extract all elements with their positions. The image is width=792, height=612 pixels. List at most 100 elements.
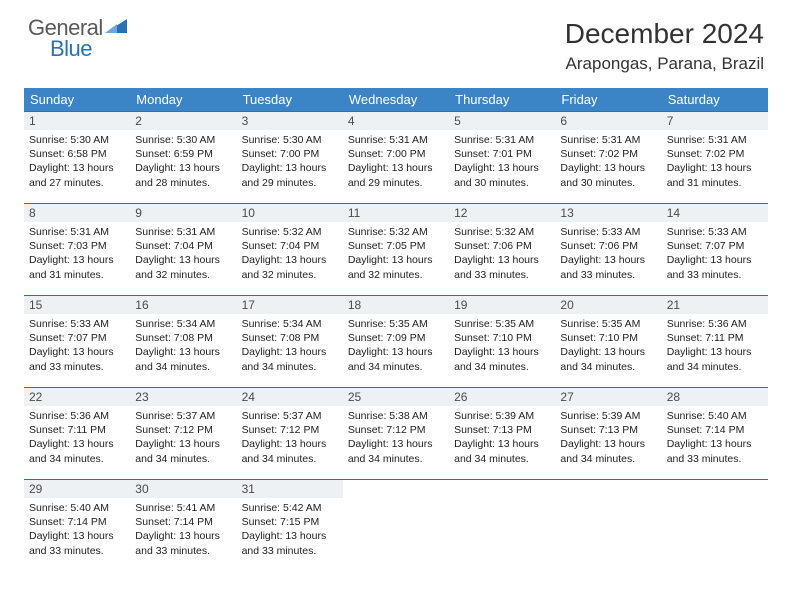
- day-details: Sunrise: 5:33 AMSunset: 7:07 PMDaylight:…: [24, 314, 130, 379]
- day-number: 3: [237, 112, 343, 130]
- day-details: Sunrise: 5:39 AMSunset: 7:13 PMDaylight:…: [449, 406, 555, 471]
- sunrise-line: Sunrise: 5:30 AM: [29, 133, 125, 147]
- daylight-line: Daylight: 13 hours and 33 minutes.: [454, 253, 550, 281]
- sunset-line: Sunset: 7:14 PM: [135, 515, 231, 529]
- daylight-line: Daylight: 13 hours and 33 minutes.: [667, 437, 763, 465]
- sunrise-line: Sunrise: 5:32 AM: [454, 225, 550, 239]
- sunset-line: Sunset: 7:06 PM: [454, 239, 550, 253]
- sunset-line: Sunset: 6:59 PM: [135, 147, 231, 161]
- sunrise-line: Sunrise: 5:36 AM: [667, 317, 763, 331]
- day-details: Sunrise: 5:31 AMSunset: 7:00 PMDaylight:…: [343, 130, 449, 195]
- day-details: Sunrise: 5:33 AMSunset: 7:06 PMDaylight:…: [555, 222, 661, 287]
- day-number: 11: [343, 204, 449, 222]
- day-details: Sunrise: 5:31 AMSunset: 7:02 PMDaylight:…: [662, 130, 768, 195]
- daylight-line: Daylight: 13 hours and 33 minutes.: [135, 529, 231, 557]
- calendar-cell: 28 Sunrise: 5:40 AMSunset: 7:14 PMDayligh…: [662, 388, 768, 480]
- calendar-cell: 7Sunrise: 5:31 AMSunset: 7:02 PMDaylight…: [662, 112, 768, 204]
- sunrise-line: Sunrise: 5:32 AM: [242, 225, 338, 239]
- day-number: 5: [449, 112, 555, 130]
- day-details: Sunrise: 5:37 AMSunset: 7:12 PMDaylight:…: [130, 406, 236, 471]
- sunset-line: Sunset: 7:00 PM: [348, 147, 444, 161]
- calendar-cell: 24Sunrise: 5:37 AMSunset: 7:12 PMDayligh…: [237, 388, 343, 480]
- daylight-line: Daylight: 13 hours and 32 minutes.: [242, 253, 338, 281]
- calendar-cell: 17Sunrise: 5:34 AMSunset: 7:08 PMDayligh…: [237, 296, 343, 388]
- sunset-line: Sunset: 7:10 PM: [560, 331, 656, 345]
- daylight-line: Daylight: 13 hours and 29 minutes.: [242, 161, 338, 189]
- calendar-cell: 8Sunrise: 5:31 AMSunset: 7:03 PMDaylight…: [24, 204, 130, 296]
- day-number: 25: [343, 388, 449, 406]
- day-number: 10: [237, 204, 343, 222]
- sunrise-line: Sunrise: 5:40 AM: [667, 409, 763, 423]
- sunrise-line: Sunrise: 5:37 AM: [242, 409, 338, 423]
- daylight-line: Daylight: 13 hours and 32 minutes.: [135, 253, 231, 281]
- daylight-line: Daylight: 13 hours and 34 minutes.: [667, 345, 763, 373]
- day-header: Wednesday: [343, 88, 449, 112]
- day-header: Tuesday: [237, 88, 343, 112]
- daylight-line: Daylight: 13 hours and 34 minutes.: [242, 437, 338, 465]
- sunset-line: Sunset: 6:58 PM: [29, 147, 125, 161]
- sunset-line: Sunset: 7:03 PM: [29, 239, 125, 253]
- calendar-cell: 1Sunrise: 5:30 AMSunset: 6:58 PMDaylight…: [24, 112, 130, 204]
- sunset-line: Sunset: 7:14 PM: [667, 423, 763, 437]
- day-details: Sunrise: 5:35 AMSunset: 7:10 PMDaylight:…: [449, 314, 555, 379]
- calendar-cell: 13Sunrise: 5:33 AMSunset: 7:06 PMDayligh…: [555, 204, 661, 296]
- logo-text-blue: Blue: [50, 39, 129, 60]
- sunset-line: Sunset: 7:13 PM: [454, 423, 550, 437]
- daylight-line: Daylight: 13 hours and 29 minutes.: [348, 161, 444, 189]
- daylight-line: Daylight: 13 hours and 34 minutes.: [135, 437, 231, 465]
- daylight-line: Daylight: 13 hours and 34 minutes.: [348, 345, 444, 373]
- day-number: 14: [662, 204, 768, 222]
- day-number: 15: [24, 296, 130, 314]
- day-details: Sunrise: 5:39 AMSunset: 7:13 PMDaylight:…: [555, 406, 661, 471]
- calendar-cell: 5Sunrise: 5:31 AMSunset: 7:01 PMDaylight…: [449, 112, 555, 204]
- daylight-line: Daylight: 13 hours and 30 minutes.: [560, 161, 656, 189]
- day-number: 30: [130, 480, 236, 498]
- day-number: 16: [130, 296, 236, 314]
- calendar-cell: 11Sunrise: 5:32 AMSunset: 7:05 PMDayligh…: [343, 204, 449, 296]
- day-details: Sunrise: 5:36 AMSunset: 7:11 PMDaylight:…: [24, 406, 130, 471]
- sunrise-line: Sunrise: 5:31 AM: [667, 133, 763, 147]
- calendar-cell: 19Sunrise: 5:35 AMSunset: 7:10 PMDayligh…: [449, 296, 555, 388]
- daylight-line: Daylight: 13 hours and 34 minutes.: [560, 437, 656, 465]
- daylight-line: Daylight: 13 hours and 34 minutes.: [454, 437, 550, 465]
- day-details: Sunrise: 5:37 AMSunset: 7:12 PMDaylight:…: [237, 406, 343, 471]
- sunrise-line: Sunrise: 5:42 AM: [242, 501, 338, 515]
- day-number: 21: [662, 296, 768, 314]
- calendar-cell: 2Sunrise: 5:30 AMSunset: 6:59 PMDaylight…: [130, 112, 236, 204]
- day-details: Sunrise: 5:41 AMSunset: 7:14 PMDaylight:…: [130, 498, 236, 563]
- calendar-cell: 21Sunrise: 5:36 AMSunset: 7:11 PMDayligh…: [662, 296, 768, 388]
- day-number: 7: [662, 112, 768, 130]
- calendar-cell: 6Sunrise: 5:31 AMSunset: 7:02 PMDaylight…: [555, 112, 661, 204]
- day-number: 9: [130, 204, 236, 222]
- daylight-line: Daylight: 13 hours and 31 minutes.: [667, 161, 763, 189]
- daylight-line: Daylight: 13 hours and 34 minutes.: [242, 345, 338, 373]
- day-details: Sunrise: 5:31 AMSunset: 7:02 PMDaylight:…: [555, 130, 661, 195]
- day-number: 27: [555, 388, 661, 406]
- sunrise-line: Sunrise: 5:41 AM: [135, 501, 231, 515]
- calendar-cell: 16Sunrise: 5:34 AMSunset: 7:08 PMDayligh…: [130, 296, 236, 388]
- logo-triangle-icon: [105, 18, 129, 37]
- daylight-line: Daylight: 13 hours and 33 minutes.: [560, 253, 656, 281]
- day-number: 4: [343, 112, 449, 130]
- day-number: 18: [343, 296, 449, 314]
- location-label: Arapongas, Parana, Brazil: [565, 54, 764, 74]
- day-details: Sunrise: 5:40 AMSunset: 7:14 PMDaylight:…: [24, 498, 130, 563]
- day-number: 6: [555, 112, 661, 130]
- sunrise-line: Sunrise: 5:35 AM: [348, 317, 444, 331]
- sunset-line: Sunset: 7:15 PM: [242, 515, 338, 529]
- sunset-line: Sunset: 7:02 PM: [667, 147, 763, 161]
- day-number: 22: [24, 388, 130, 406]
- day-details: Sunrise: 5:31 AMSunset: 7:03 PMDaylight:…: [24, 222, 130, 287]
- calendar-cell: [662, 480, 768, 572]
- sunrise-line: Sunrise: 5:31 AM: [29, 225, 125, 239]
- sunset-line: Sunset: 7:12 PM: [242, 423, 338, 437]
- sunrise-line: Sunrise: 5:39 AM: [560, 409, 656, 423]
- day-header: Monday: [130, 88, 236, 112]
- calendar-cell: 29Sunrise: 5:40 AMSunset: 7:14 PMDayligh…: [24, 480, 130, 572]
- sunset-line: Sunset: 7:08 PM: [242, 331, 338, 345]
- day-number: 28: [662, 388, 768, 406]
- sunrise-line: Sunrise: 5:35 AM: [560, 317, 656, 331]
- calendar-cell: [555, 480, 661, 572]
- calendar-cell: 31Sunrise: 5:42 AMSunset: 7:15 PMDayligh…: [237, 480, 343, 572]
- day-details: Sunrise: 5:30 AMSunset: 6:58 PMDaylight:…: [24, 130, 130, 195]
